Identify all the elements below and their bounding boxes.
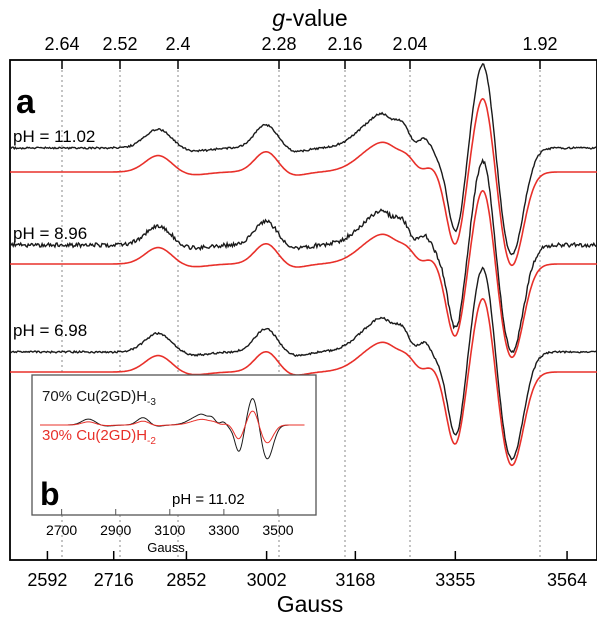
top-tick-label: 2.52	[102, 34, 137, 54]
bottom-tick-label: 3002	[247, 570, 287, 590]
top-tick-label: 2.04	[392, 34, 427, 54]
inset-tick-label: 2900	[100, 522, 131, 538]
top-tick-label: 2.28	[261, 34, 296, 54]
experimental-trace	[10, 64, 597, 255]
inset-tick-label: 3500	[262, 522, 293, 538]
top-axis-ticks: 2.64 2.52 2.4 2.28 2.16 2.04 1.92	[44, 34, 557, 69]
bottom-tick-label: 3355	[435, 570, 475, 590]
bottom-tick-label: 2592	[27, 570, 67, 590]
bottom-axis-ticks: 2592 2716 2852 3002 3168 3355 3564	[27, 551, 587, 590]
panel-label-a: a	[16, 83, 36, 121]
bottom-tick-label: 2852	[166, 570, 206, 590]
simulated-trace	[10, 99, 597, 265]
panel-label-b: b	[40, 476, 60, 512]
top-tick-label: 2.4	[165, 34, 190, 54]
bottom-axis-label: Gauss	[277, 591, 343, 617]
series-label-ph-6: pH = 6.98	[13, 321, 87, 340]
inset-tick-label: 3100	[154, 522, 185, 538]
experimental-trace	[10, 160, 597, 352]
bottom-tick-label: 2716	[94, 570, 134, 590]
bottom-tick-label: 3564	[547, 570, 587, 590]
top-axis-label: g-value	[272, 5, 347, 31]
series-label-ph-8: pH = 8.96	[13, 224, 87, 243]
inset-xlabel: Gauss	[147, 540, 185, 555]
inset-panel-b: 2700 2900 3100 3300 3500 70% Cu(2GD)H-3 30% …	[32, 375, 316, 555]
top-tick-label: 2.64	[44, 34, 79, 54]
top-tick-label: 2.16	[327, 34, 362, 54]
inset-tick-label: 3300	[208, 522, 239, 538]
inset-tick-label: 2700	[46, 522, 77, 538]
series-label-ph-11: pH = 11.02	[13, 127, 95, 146]
simulated-trace	[10, 191, 597, 357]
bottom-tick-label: 3168	[335, 570, 375, 590]
top-tick-label: 1.92	[522, 34, 557, 54]
inset-annotation: pH = 11.02	[172, 491, 245, 508]
